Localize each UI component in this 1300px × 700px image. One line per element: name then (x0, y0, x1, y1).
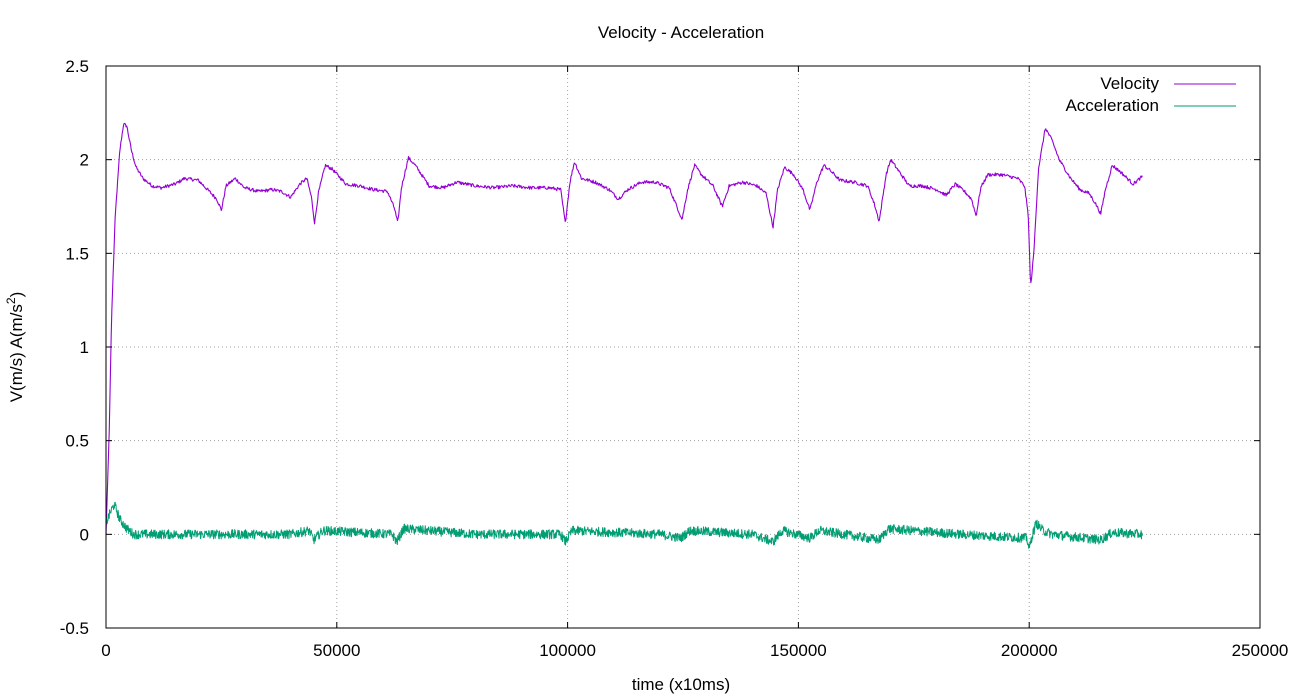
plot-area (105, 122, 1143, 549)
y-tick-label: 0.5 (65, 432, 89, 451)
x-tick-label: 250000 (1232, 641, 1289, 660)
x-tick-label: 50000 (313, 641, 360, 660)
x-axis-ticks: 0 50000 100000 150000 200000 250000 (101, 66, 1288, 660)
y-axis-label-main: V(m/s) A(m/s (7, 304, 26, 402)
x-tick-label: 150000 (770, 641, 827, 660)
y-tick-label: 1.5 (65, 244, 89, 263)
y-axis-label: V(m/s) A(m/s2) (4, 292, 26, 403)
chart-title: Velocity - Acceleration (598, 23, 764, 42)
y-axis-label-sup: 2 (4, 297, 18, 304)
x-tick-label: 100000 (539, 641, 596, 660)
legend-label-acceleration: Acceleration (1065, 96, 1159, 115)
y-tick-label: 2 (80, 151, 89, 170)
y-tick-label: 0 (80, 525, 89, 544)
y-tick-label: -0.5 (60, 619, 89, 638)
y-axis-ticks: -0.5 0 0.5 1 1.5 2 2.5 (60, 57, 1260, 638)
series-line-acceleration (105, 501, 1143, 549)
x-tick-label: 0 (101, 641, 110, 660)
x-tick-label: 200000 (1001, 641, 1058, 660)
x-axis-label: time (x10ms) (632, 675, 730, 694)
y-axis-label-close: ) (7, 292, 26, 298)
series-line-velocity (105, 122, 1143, 535)
legend: Velocity Acceleration (1065, 74, 1236, 115)
legend-label-velocity: Velocity (1100, 74, 1159, 93)
gridlines (106, 66, 1260, 628)
y-tick-label: 1 (80, 338, 89, 357)
y-tick-label: 2.5 (65, 57, 89, 76)
